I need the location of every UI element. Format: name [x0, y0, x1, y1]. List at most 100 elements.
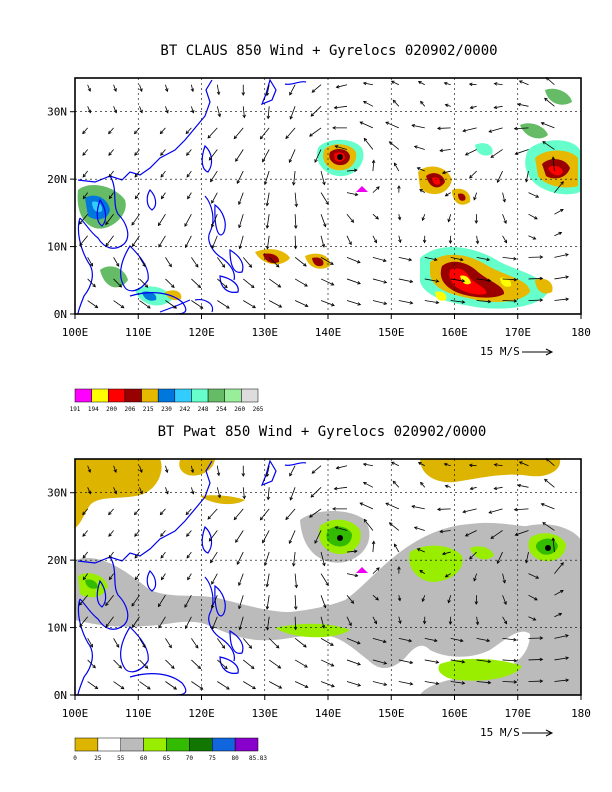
wind-vector — [502, 278, 517, 281]
wind-vector-head — [535, 575, 540, 579]
wind-vector-head — [236, 180, 240, 184]
wind-vector — [418, 81, 425, 86]
wind-vector — [440, 149, 451, 152]
wind-vector — [82, 149, 88, 156]
wind-vector — [334, 105, 348, 109]
wind-vector-head — [518, 80, 523, 84]
colorbar-swatch — [97, 737, 121, 752]
wind-vector — [372, 160, 375, 172]
wind-vector-head — [444, 103, 449, 108]
wind-vector — [519, 80, 529, 86]
wind-vector — [242, 278, 255, 288]
wind-vector — [320, 257, 334, 265]
wind-vector-head — [277, 665, 282, 669]
vector-reference: 15 M/S — [480, 726, 554, 739]
wind-vector-head — [513, 507, 518, 512]
wind-vector — [424, 637, 438, 642]
wind-vector — [346, 573, 358, 577]
wind-vector-head — [310, 494, 315, 498]
wind-vector-head — [382, 639, 387, 644]
wind-vector-head — [398, 239, 402, 244]
wind-vector-head — [383, 661, 388, 665]
colorbar-swatch — [207, 388, 225, 403]
wind-vector — [552, 157, 555, 172]
wind-vector-head — [190, 109, 195, 114]
colorbar-label: 248 — [198, 406, 209, 413]
wind-vector-head — [168, 263, 172, 268]
wind-vector — [134, 508, 140, 515]
wind-vector-head — [248, 264, 253, 268]
wind-vector-head — [411, 123, 416, 128]
wind-vector — [216, 638, 225, 649]
wind-vector — [158, 213, 166, 226]
wind-vector-head — [437, 507, 441, 512]
wind-vector — [294, 235, 297, 249]
wind-vector-head — [147, 686, 151, 690]
wind-vector-head — [92, 664, 96, 669]
wind-vector — [420, 101, 426, 107]
wind-vector — [186, 170, 192, 178]
wind-vector — [437, 127, 451, 129]
wind-vector-head — [238, 201, 242, 206]
x-tick-label: 140E — [315, 326, 342, 339]
wind-vector — [525, 170, 529, 182]
wind-vector-head — [160, 195, 165, 200]
wind-vector-head — [142, 263, 146, 268]
wind-vector — [290, 487, 296, 501]
wind-vector-head — [238, 582, 242, 587]
wind-vector — [417, 167, 425, 172]
wind-vector — [108, 127, 114, 134]
wind-vector — [363, 138, 374, 150]
wind-vector-head — [265, 473, 270, 478]
wind-vector — [260, 127, 270, 140]
wind-vector-head — [211, 200, 215, 204]
wind-vector-head — [323, 604, 327, 609]
wind-vector-head — [539, 636, 544, 640]
wind-vector — [87, 465, 91, 473]
wind-vector — [494, 464, 503, 467]
colorbar-label: 80 — [232, 755, 240, 762]
wind-vector — [372, 186, 380, 193]
wind-vector-head — [439, 529, 444, 534]
wind-vector-head — [160, 173, 164, 178]
colorbar-label: 70 — [186, 755, 194, 762]
wind-vector — [389, 522, 400, 531]
wind-vector — [473, 192, 478, 200]
wind-vector-head — [359, 121, 364, 125]
wind-vector-head — [211, 581, 215, 585]
wind-vector — [82, 127, 88, 134]
wind-vector-head — [113, 88, 117, 92]
wind-vector — [185, 508, 192, 515]
wind-vector — [135, 573, 140, 580]
wind-vector — [398, 637, 412, 642]
wind-vector-head — [544, 97, 548, 102]
wind-vector-head — [534, 597, 538, 601]
wind-vector — [398, 300, 413, 304]
wind-vector — [165, 681, 177, 690]
wind-vector — [502, 595, 507, 605]
wind-vector — [476, 256, 490, 261]
wind-vector — [217, 659, 228, 669]
panel-claus: BT CLAUS 850 Wind + Gyrelocs 020902/0000 — [47, 43, 591, 413]
wind-vector-head — [353, 168, 358, 173]
wind-vector — [476, 659, 491, 663]
wind-vector — [266, 84, 270, 96]
wind-vector-head — [186, 554, 190, 559]
wind-vector-head — [503, 620, 508, 625]
wind-vector — [187, 192, 192, 199]
wind-vector — [450, 659, 465, 663]
wind-vector-head — [348, 622, 352, 627]
wind-vector-head — [221, 264, 226, 268]
wind-vector — [490, 530, 503, 539]
wind-vector-head — [262, 539, 266, 544]
wind-vector-head — [518, 461, 523, 465]
wind-vector-head — [309, 514, 313, 518]
wind-vector — [411, 505, 425, 510]
wind-vector-head — [502, 198, 506, 203]
wind-vector-head — [277, 284, 282, 288]
wind-vector-head — [393, 543, 398, 548]
x-axis-ticks: 100E 110E 120E 130E 140E 150E 160E 170E 180 — [62, 695, 591, 720]
wind-vector-head — [265, 92, 270, 97]
wind-vector — [289, 530, 296, 544]
wind-vector-head — [310, 113, 315, 117]
